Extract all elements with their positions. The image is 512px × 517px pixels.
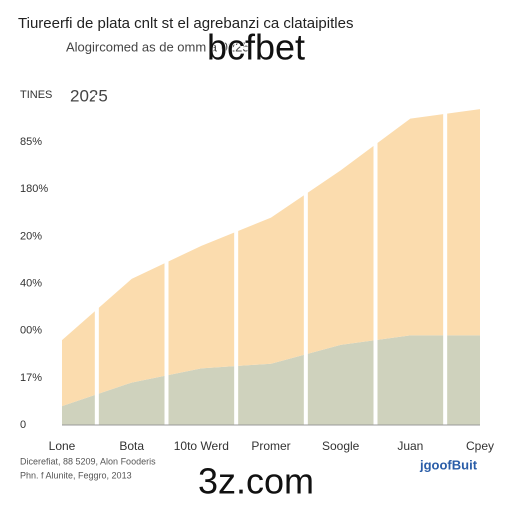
footer: Phn. f Alunite, Feggro, 2013 [20,470,132,480]
x-tick-label: Soogle [322,439,360,453]
x-tick-label: Juan [397,439,423,453]
brand: jgoofBuit [419,457,478,472]
chart-subtitle: Alogircomed as de omm a 0225. [66,39,253,54]
x-tick-label: Bota [119,439,144,453]
y-tick-label: 40% [20,277,42,289]
x-tick-label: Cpey [466,439,494,453]
y-tick-label: 85% [20,136,42,148]
watermark: 3z.com [198,461,314,502]
y-tick-label: TINES [20,89,52,101]
y-tick-label: 180% [20,183,48,195]
x-tick-label: 10to Werd [174,439,229,453]
y-tick-label: 17% [20,372,42,384]
annotation: 2025 [70,86,108,105]
y-tick-label: 00% [20,325,42,337]
watermark: bcfbet [207,27,305,68]
x-tick-label: Promer [251,439,290,453]
y-tick-label: 20% [20,230,42,242]
x-tick-label: Lone [49,439,76,453]
footer: Dicerefiat, 88 5209, Alon Fooderis [20,456,156,466]
y-tick-label: 0 [20,419,26,431]
chart-title: Tiureerfi de plata cnlt st el agrebanzi … [18,15,353,32]
